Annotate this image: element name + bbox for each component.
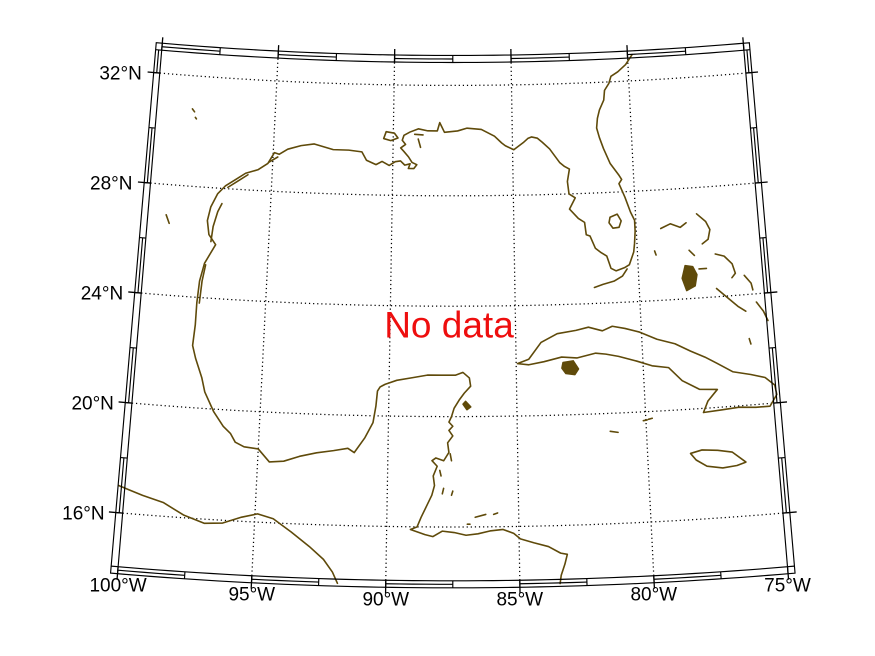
coastline-abaco	[695, 213, 711, 245]
coastline-ambergris-caye	[438, 469, 442, 477]
coastline-turneffe	[441, 487, 445, 495]
coastline-padre-island	[210, 202, 223, 243]
gridline-lat-20	[131, 402, 774, 418]
coastline-jamaica	[689, 449, 747, 469]
coastline-galveston-island	[268, 156, 279, 163]
coastline-mainland-gulf-atlantic	[191, 53, 636, 585]
coastline-grand-bahama	[659, 222, 687, 230]
lat-label-16n: 16°N	[62, 504, 104, 525]
gridline-lon-90w	[385, 61, 396, 581]
gridline-lat-16	[122, 512, 784, 528]
gridline-lon-95w	[251, 58, 279, 576]
coastline-texas-lake-1	[191, 108, 196, 113]
coastline-roatan	[474, 513, 487, 519]
coastline-cozumel	[462, 400, 472, 411]
coastline-berry-islands	[688, 249, 696, 257]
no-data-annotation: No data	[384, 304, 514, 346]
coastline-ragged-islands	[748, 337, 752, 345]
gridline-lon-85w	[510, 61, 521, 581]
lat-label-20n: 20°N	[71, 394, 113, 415]
lon-label-100w: 100°W	[89, 576, 146, 597]
coastline-texas-lake-2	[194, 116, 198, 120]
coastlines	[116, 53, 778, 585]
coastline-exuma-chain	[715, 287, 747, 313]
coastline-eleuthera	[714, 253, 737, 279]
coastline-lake-pontchartrain	[382, 130, 399, 142]
lon-label-75w: 75°W	[764, 576, 811, 597]
lon-label-80w: 80°W	[630, 585, 677, 606]
lat-label-24n: 24°N	[81, 284, 123, 305]
coastline-matagorda-island	[227, 173, 249, 189]
lon-label-95w: 95°W	[228, 585, 275, 606]
coastline-cat-island	[743, 274, 754, 291]
coastline-mexican-barrier	[198, 263, 207, 304]
coastline-new-providence	[698, 267, 708, 270]
coastline-florida-keys	[593, 268, 628, 289]
coastline-isla-juventud	[561, 360, 580, 376]
gridline-lat-28	[150, 182, 756, 197]
gridline-lat-24	[141, 292, 765, 307]
coastline-cayman-brac	[647, 417, 654, 421]
graticule	[122, 58, 784, 581]
coastline-mississippi-sound-islands	[413, 133, 424, 136]
coastline-lighthouse-reef	[450, 490, 454, 497]
coastline-lake-okeechobee	[608, 213, 622, 229]
coastline-chandeleur-islands	[417, 138, 422, 149]
tick-labels: 32°N 28°N 24°N 20°N 16°N 100°W 95°W 90°W 85°W 80°…	[62, 64, 811, 611]
coastline-cuba	[516, 325, 778, 414]
coastline-pacific-coast	[116, 484, 339, 585]
frame-ticks	[108, 37, 797, 594]
frame-outer-edge	[109, 42, 796, 589]
coastline-grand-cayman	[609, 430, 619, 434]
gridline-lon-80w	[626, 58, 655, 576]
lon-label-85w: 85°W	[496, 589, 543, 610]
coastline-falcon-reservoir	[165, 214, 170, 225]
coastline-guanaja	[492, 512, 499, 516]
coastline-little-cayman	[642, 419, 648, 422]
coastline-banco-chinchorro	[449, 453, 453, 462]
lat-label-32n: 32°N	[99, 64, 141, 85]
gridline-lat-32	[159, 72, 746, 87]
lon-label-90w: 90°W	[362, 589, 409, 610]
lat-label-28n: 28°N	[90, 174, 132, 195]
coastline-bimini	[653, 250, 657, 256]
coastline-andros	[681, 264, 698, 292]
